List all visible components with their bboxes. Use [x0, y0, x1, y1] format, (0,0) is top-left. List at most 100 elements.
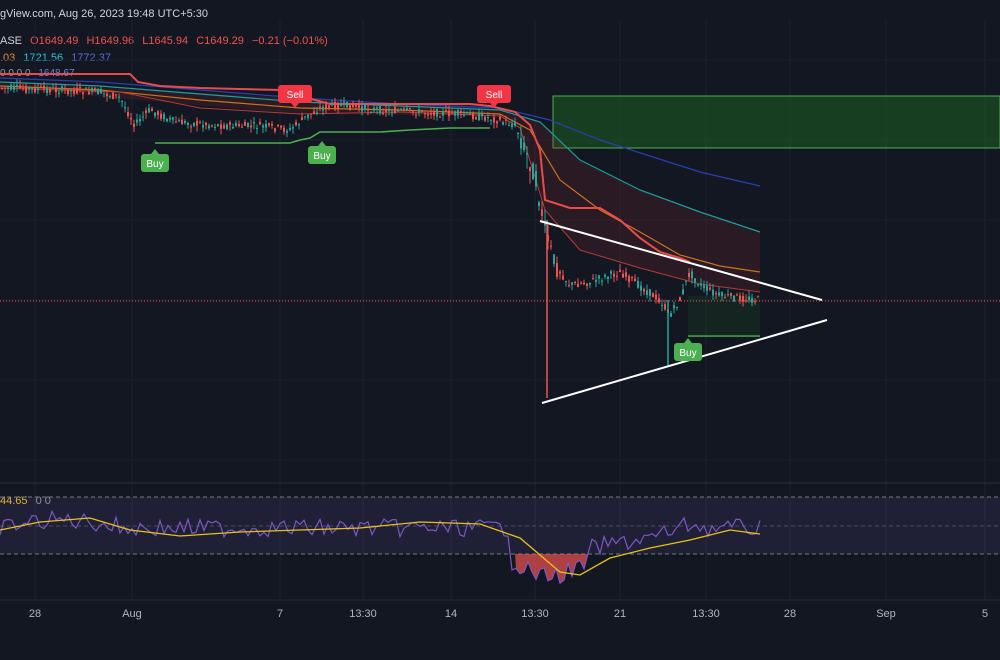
candle-body: [424, 113, 426, 115]
candle-body: [736, 294, 738, 296]
symbol-suffix: ASE: [0, 35, 23, 47]
candle-body: [73, 90, 75, 94]
candle-body: [757, 296, 759, 298]
candle-body: [259, 122, 261, 125]
triangle-lower-trendline[interactable]: [541, 319, 828, 404]
candle-body: [586, 283, 588, 286]
triangle-upper-trendline[interactable]: [539, 220, 823, 301]
candle-body: [412, 110, 414, 112]
candle-body: [82, 92, 84, 95]
candle-body: [607, 276, 609, 280]
candle-body: [364, 104, 366, 110]
candle-body: [679, 297, 681, 301]
candles: [1, 79, 759, 398]
supertrend-support-line: [155, 127, 490, 144]
candle-body: [520, 138, 522, 149]
candle-body: [421, 110, 423, 112]
time-tick-label: 13:30: [349, 608, 377, 620]
ema-teal-line: [0, 81, 761, 233]
candle-body: [223, 125, 225, 129]
svg-text:Buy: Buy: [679, 348, 696, 359]
time-tick-label: 5: [982, 608, 988, 620]
buy-signal-label[interactable]: Buy: [308, 141, 336, 164]
candle-body: [169, 117, 171, 120]
candle-body: [616, 275, 618, 277]
sell-signal-label[interactable]: Sell: [477, 85, 511, 108]
candle-body: [571, 282, 573, 285]
candle-body: [79, 87, 81, 89]
candle-body: [115, 94, 117, 96]
candle-body: [352, 104, 354, 108]
candle-body: [427, 114, 429, 116]
candle-body: [535, 170, 537, 187]
candle-body: [253, 122, 255, 124]
candle-body: [265, 123, 267, 128]
candle-body: [220, 124, 222, 129]
time-tick-label: 13:30: [692, 608, 720, 620]
candle-body: [658, 298, 660, 303]
candle-body: [598, 275, 600, 279]
candle-body: [406, 108, 408, 111]
candle-body: [136, 119, 138, 123]
candle-body: [118, 96, 120, 98]
candle-body: [463, 114, 465, 116]
candle-body: [478, 113, 480, 121]
sell-signal-label[interactable]: Sell: [278, 85, 312, 108]
candle-body: [1, 87, 3, 89]
buy-signal-label[interactable]: Buy: [141, 149, 169, 172]
candle-body: [43, 85, 45, 89]
ma-c-value: 1772.37: [71, 52, 111, 64]
svg-text:Sell: Sell: [486, 90, 503, 101]
candle-body: [625, 272, 627, 277]
candle-body: [580, 282, 582, 284]
candle-body: [205, 122, 207, 126]
candle-body: [16, 84, 18, 86]
candle-body: [88, 91, 90, 95]
open-value: O1649.49: [30, 35, 79, 47]
candle-body: [274, 128, 276, 132]
candle-body: [325, 104, 327, 110]
candle-body: [55, 88, 57, 92]
candle-body: [289, 128, 291, 130]
candle-body: [346, 101, 348, 108]
candle-body: [601, 280, 603, 282]
candle-body: [139, 119, 141, 122]
candle-body: [559, 271, 561, 274]
candle-body: [400, 109, 402, 111]
candle-body: [349, 104, 351, 111]
candle-body: [331, 102, 333, 106]
candle-body: [577, 283, 579, 288]
candle-body: [541, 209, 543, 216]
candle-body: [460, 111, 462, 113]
candle-body: [298, 124, 300, 126]
candle-body: [547, 235, 549, 242]
candle-body: [328, 105, 330, 108]
candle-body: [409, 108, 411, 110]
candle-body: [583, 282, 585, 285]
candle-body: [511, 124, 513, 128]
candle-body: [37, 88, 39, 91]
candle-body: [691, 271, 693, 279]
candle-body: [745, 300, 747, 302]
candle-body: [124, 106, 126, 109]
candle-body: [22, 88, 24, 90]
candle-body: [370, 112, 372, 114]
candle-body: [208, 125, 210, 129]
candle-body: [19, 85, 21, 89]
candle-body: [262, 125, 264, 128]
candle-body: [13, 85, 15, 90]
candle-body: [619, 269, 621, 273]
candle-body: [604, 274, 606, 277]
buy-signal-label[interactable]: Buy: [674, 338, 702, 361]
candle-body: [700, 283, 702, 286]
candle-body: [337, 103, 339, 109]
candle-body: [562, 275, 564, 280]
candle-body: [106, 93, 108, 97]
candle-body: [490, 119, 492, 121]
svg-text:Buy: Buy: [313, 151, 330, 162]
candle-body: [628, 275, 630, 283]
candle-body: [286, 130, 288, 133]
candle-body: [28, 87, 30, 90]
candle-body: [649, 289, 651, 296]
